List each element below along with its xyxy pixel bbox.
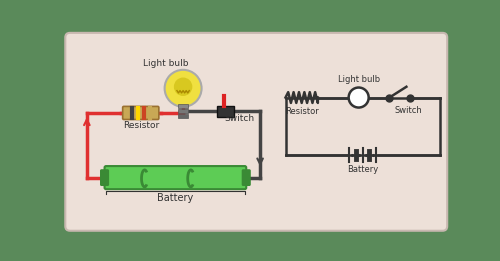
FancyBboxPatch shape xyxy=(178,104,188,108)
Text: Light bulb: Light bulb xyxy=(144,58,189,68)
FancyBboxPatch shape xyxy=(122,106,159,120)
FancyBboxPatch shape xyxy=(178,114,188,117)
Circle shape xyxy=(164,70,202,107)
FancyBboxPatch shape xyxy=(178,109,188,113)
FancyBboxPatch shape xyxy=(66,33,447,231)
Text: Switch: Switch xyxy=(224,115,254,123)
Text: Resistor: Resistor xyxy=(285,107,318,116)
Text: Battery: Battery xyxy=(347,165,378,174)
FancyBboxPatch shape xyxy=(104,166,246,189)
Text: Battery: Battery xyxy=(158,193,194,203)
Circle shape xyxy=(348,87,368,108)
FancyBboxPatch shape xyxy=(242,170,250,185)
FancyBboxPatch shape xyxy=(216,106,234,117)
Text: Switch: Switch xyxy=(394,106,422,115)
Circle shape xyxy=(174,78,193,96)
Text: Resistor: Resistor xyxy=(122,121,159,130)
FancyBboxPatch shape xyxy=(100,170,108,185)
Text: Light bulb: Light bulb xyxy=(338,75,380,84)
